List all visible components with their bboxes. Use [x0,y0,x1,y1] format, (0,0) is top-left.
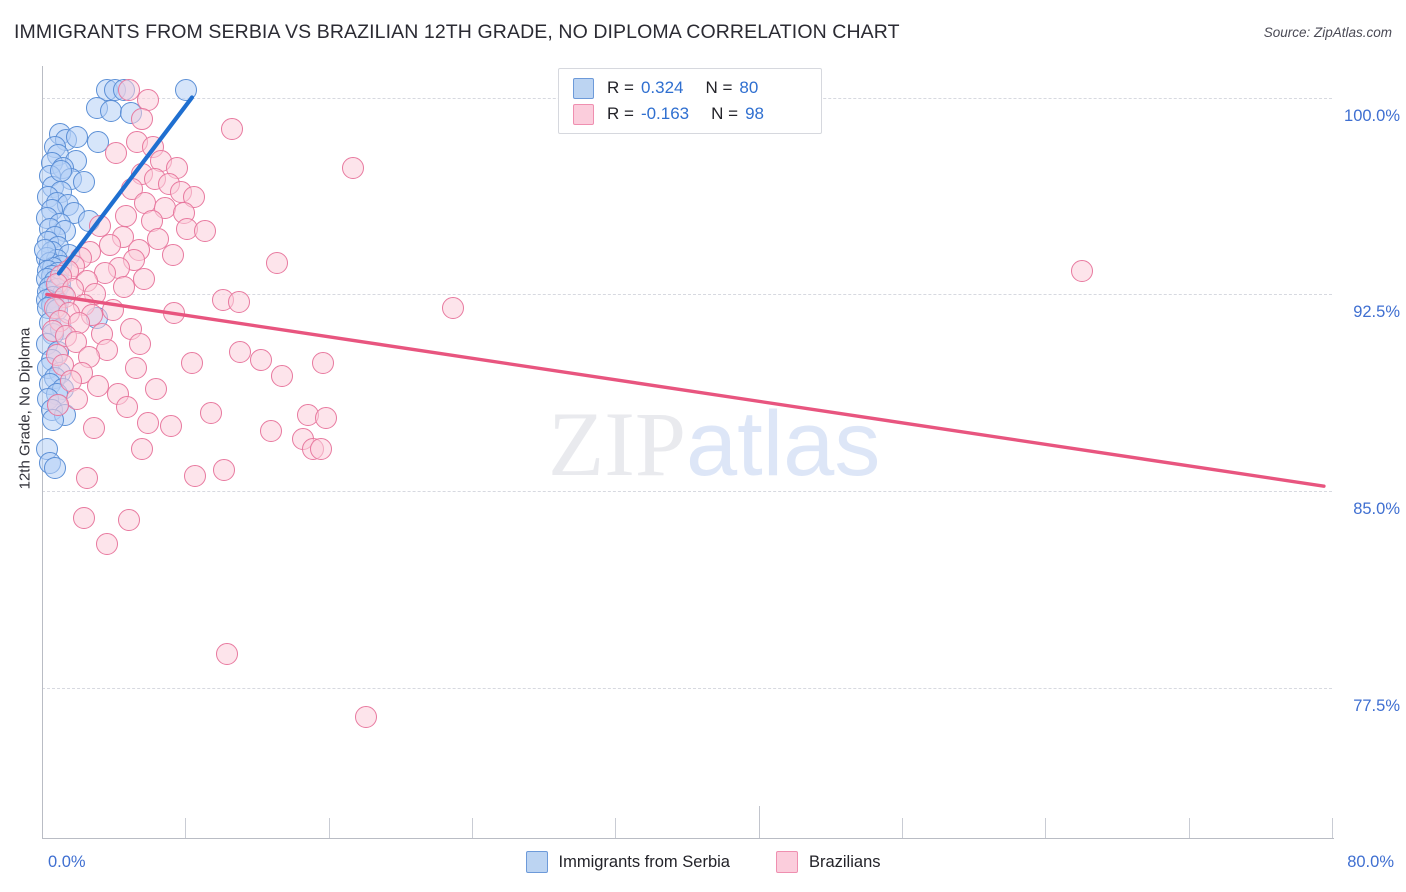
gridline-92.5% [42,294,1332,296]
data-point[interactable] [342,157,365,180]
gridline-85.0% [42,491,1332,493]
legend-label-brazilians: Brazilians [808,852,881,871]
data-point[interactable] [130,438,153,461]
data-point[interactable] [116,396,139,419]
stats-r-label-serbia: R = [607,78,634,97]
x-axis-line [42,838,1334,839]
data-point[interactable] [118,509,141,532]
legend-item-serbia[interactable]: Immigrants from Serbia [525,851,730,873]
data-point[interactable] [161,244,184,267]
stats-r-value-serbia: 0.324 [640,78,684,97]
data-point[interactable] [180,351,203,374]
stats-n-value-brazilians: 98 [745,104,764,123]
x-tick [615,818,617,838]
data-point[interactable] [160,414,182,437]
data-point[interactable] [227,291,250,314]
y-tick-label: 77.5% [1353,697,1400,716]
data-point[interactable] [314,406,337,429]
stats-n-label-brazilians: N = [711,104,739,123]
stats-n-label-serbia: N = [705,78,733,97]
x-tick [472,818,473,838]
y-tick-label: 85.0% [1353,500,1400,519]
data-point[interactable] [193,220,216,243]
data-point[interactable] [124,356,147,379]
data-point[interactable] [137,412,160,435]
data-point[interactable] [309,438,332,461]
data-point[interactable] [442,296,465,319]
trend-line-brazilians [45,292,1326,488]
data-point[interactable] [259,419,282,442]
data-point[interactable] [72,170,95,193]
series-legend: Immigrants from Serbia Brazilians [0,851,1406,873]
data-point[interactable] [145,377,168,400]
y-tick-label: 92.5% [1353,303,1400,322]
x-tick [758,806,760,838]
legend-swatch-brazilians-icon [573,103,594,125]
data-point[interactable] [82,417,105,440]
x-tick [1188,818,1190,838]
stats-r-label-brazilians: R = [607,104,634,123]
data-point[interactable] [64,330,87,353]
data-point[interactable] [216,643,239,666]
stats-n-value-serbia: 80 [739,78,759,97]
x-tick [902,818,903,838]
data-point[interactable] [266,251,289,274]
data-point[interactable] [34,238,57,261]
scatter-plot-area [34,66,1332,838]
y-axis-title: 12th Grade, No Diploma [16,327,34,490]
data-point[interactable] [72,506,95,529]
data-point[interactable] [105,141,128,164]
data-point[interactable] [1071,259,1094,282]
data-point[interactable] [147,228,170,251]
x-axis-max-label: 80.0% [1347,853,1394,871]
trend-lines [45,95,1326,488]
data-point[interactable] [76,467,99,490]
legend-color-brazilians-icon [775,851,798,873]
data-point[interactable] [311,351,334,374]
y-tick-label: 100.0% [1344,106,1400,125]
data-point[interactable] [43,456,66,479]
data-point[interactable] [95,532,118,555]
data-point[interactable] [87,131,110,154]
data-point[interactable] [113,275,136,298]
stats-row-serbia: R = 0.324 N = 80 [573,75,758,101]
data-point[interactable] [271,364,294,387]
data-point[interactable] [132,267,155,290]
x-tick [185,818,187,838]
data-point[interactable] [130,107,153,130]
legend-color-serbia-icon [525,851,548,873]
data-point[interactable] [250,349,273,372]
data-point[interactable] [50,160,73,183]
data-point[interactable] [98,233,121,256]
legend-label-serbia: Immigrants from Serbia [558,852,730,871]
data-point[interactable] [47,393,70,416]
correlation-stats-box: R = 0.324 N = 80 R = -0.163 N = 98 [558,68,822,134]
data-point[interactable] [213,459,236,482]
data-point[interactable] [229,341,252,364]
x-tick [1045,818,1047,838]
stats-row-brazilians: R = -0.163 N = 98 [573,101,764,127]
x-axis-min-label: 0.0% [48,853,86,871]
legend-swatch-serbia-icon [573,77,594,99]
gridline-77.5% [42,688,1332,690]
data-point[interactable] [221,118,244,141]
page-title: IMMIGRANTS FROM SERBIA VS BRAZILIAN 12TH… [14,21,900,43]
data-point[interactable] [355,706,378,729]
data-point[interactable] [200,401,223,424]
data-point[interactable] [118,78,141,101]
data-point[interactable] [184,464,207,487]
stats-r-value-brazilians: -0.163 [640,104,690,123]
x-tick [1332,818,1333,838]
source-attribution: Source: ZipAtlas.com [1263,25,1392,40]
data-point[interactable] [129,333,152,356]
trend-line-serbia [56,95,195,276]
legend-item-brazilians[interactable]: Brazilians [775,851,881,873]
x-tick [328,818,330,838]
data-point[interactable] [174,78,197,101]
